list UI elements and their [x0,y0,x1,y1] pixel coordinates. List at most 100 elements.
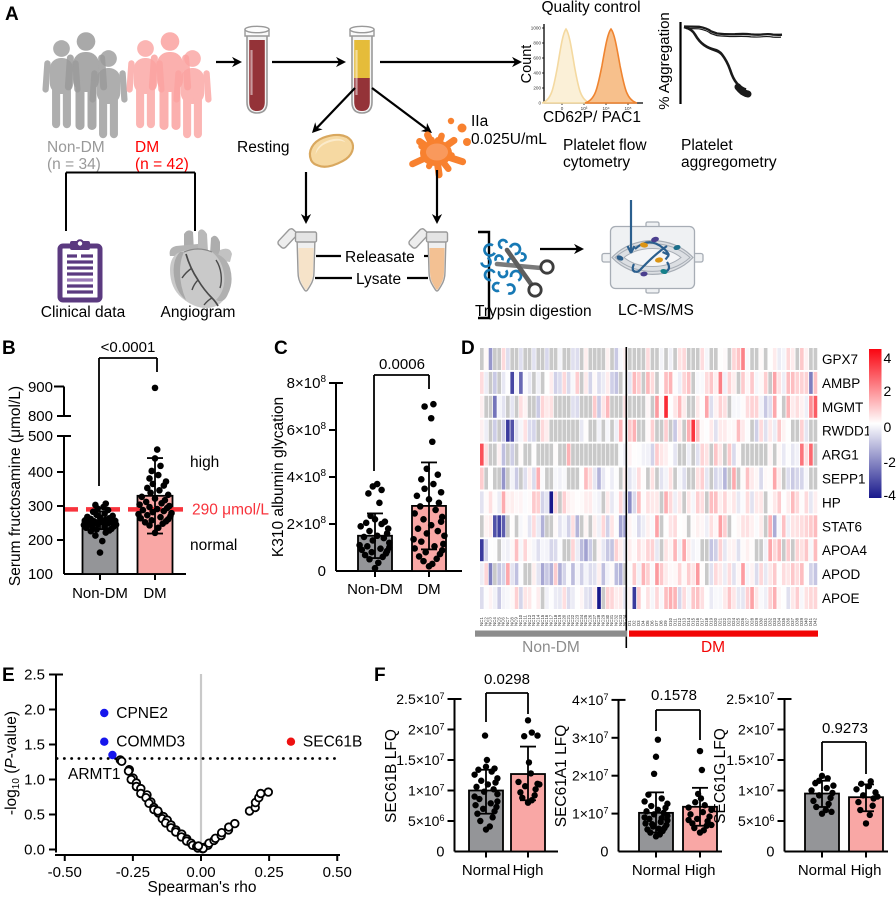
svg-text:D19: D19 [709,617,714,626]
svg-text:10⁴: 10⁴ [602,106,609,111]
svg-text:D32: D32 [767,617,772,626]
svg-text:D42: D42 [813,617,818,626]
svg-text:-4: -4 [884,487,896,503]
svg-text:0.25: 0.25 [255,864,284,881]
svg-text:0.0006: 0.0006 [379,356,425,373]
svg-text:300: 300 [28,498,53,515]
svg-text:NC26: NC26 [588,614,593,626]
svg-text:NC22: NC22 [570,614,575,626]
svg-text:5×106: 5×106 [738,813,775,829]
svg-text:D13: D13 [681,617,686,626]
svg-text:D18: D18 [704,617,709,626]
svg-text:SEC61B LFQ: SEC61B LFQ [383,729,400,823]
svg-text:0.9273: 0.9273 [822,720,868,737]
svg-text:Normal: Normal [798,862,846,879]
svg-text:D24: D24 [731,617,736,626]
svg-text:Platelet: Platelet [681,137,733,154]
svg-text:NC31: NC31 [609,614,614,626]
svg-text:D38: D38 [795,617,800,626]
svg-text:D4: D4 [641,620,646,626]
svg-text:NC13: NC13 [531,614,536,626]
svg-text:DM: DM [701,639,725,656]
svg-text:NC34: NC34 [622,614,627,626]
svg-text:Angiogram: Angiogram [161,304,236,321]
svg-text:DM: DM [135,139,159,156]
svg-text:D30: D30 [758,617,763,626]
svg-text:0: 0 [538,101,541,106]
svg-text:APOD: APOD [822,567,861,582]
svg-text:2×108: 2×108 [287,515,327,533]
svg-text:Spearman's rho: Spearman's rho [148,879,257,896]
svg-text:Clinical data: Clinical data [41,304,126,321]
svg-text:2.0: 2.0 [24,702,45,719]
svg-text:DM: DM [417,581,440,598]
svg-text:Normal: Normal [462,862,510,879]
svg-text:2.5×107: 2.5×107 [396,691,444,707]
svg-text:(n = 34): (n = 34) [47,156,101,173]
svg-text:800: 800 [533,41,541,46]
svg-text:APOA4: APOA4 [822,543,868,558]
svg-text:HP: HP [822,495,841,510]
svg-text:1.5×107: 1.5×107 [726,752,774,768]
svg-text:D35: D35 [781,617,786,626]
svg-text:NC33: NC33 [618,614,623,626]
svg-text:NC30: NC30 [605,614,610,626]
svg-text:0.00: 0.00 [186,864,215,881]
svg-text:0.1578: 0.1578 [651,687,697,704]
svg-text:D27: D27 [745,617,750,626]
svg-text:NC18: NC18 [553,614,558,626]
svg-text:ARG1: ARG1 [822,448,859,463]
svg-text:1.0: 1.0 [24,772,45,789]
svg-text:4×108: 4×108 [287,468,327,486]
svg-text:1.5: 1.5 [24,737,45,754]
svg-text:2×107: 2×107 [408,722,445,738]
svg-text:Non-DM: Non-DM [47,139,105,156]
svg-text:NC28: NC28 [596,614,601,626]
svg-text:normal: normal [190,537,237,554]
svg-text:D34: D34 [776,617,781,626]
svg-text:NC21: NC21 [566,614,571,626]
svg-text:NC8: NC8 [509,617,514,626]
svg-text:D10: D10 [668,617,673,626]
svg-text:Quality control: Quality control [541,0,640,16]
svg-text:0.025U/mL: 0.025U/mL [471,131,547,148]
svg-text:2×107: 2×107 [738,722,775,738]
svg-text:400: 400 [28,464,53,481]
svg-text:SEC61A1 LFQ: SEC61A1 LFQ [553,725,570,828]
svg-text:-0.25: -0.25 [116,864,150,881]
svg-text:10⁵: 10⁵ [624,106,631,111]
svg-text:D22: D22 [722,617,727,626]
svg-text:200: 200 [28,532,53,549]
svg-text:NC29: NC29 [601,614,606,626]
svg-text:cytometry: cytometry [563,154,630,171]
svg-text:NC17: NC17 [549,614,554,626]
svg-text:0: 0 [436,845,444,861]
svg-text:APOE: APOE [822,591,860,606]
svg-text:NC32: NC32 [614,614,619,626]
svg-text:6×108: 6×108 [287,421,327,439]
svg-text:Trypsin digestion: Trypsin digestion [475,303,592,320]
svg-text:Serum fructosamine (μmol/L): Serum fructosamine (μmol/L) [7,386,24,586]
svg-text:Platelet flow: Platelet flow [563,137,647,154]
svg-text:290 μmol/L: 290 μmol/L [192,501,269,518]
svg-text:Non-DM: Non-DM [347,581,403,598]
svg-text:NC10: NC10 [518,614,523,626]
svg-text:NC9: NC9 [514,617,519,626]
svg-text:D3: D3 [636,620,641,626]
svg-text:900: 900 [28,379,53,396]
svg-text:D40: D40 [804,617,809,626]
svg-text:D9: D9 [663,620,668,626]
svg-text:NC16: NC16 [544,614,549,626]
svg-text:D33: D33 [772,617,777,626]
svg-text:NC20: NC20 [562,614,567,626]
svg-text:0: 0 [318,563,326,580]
svg-text:D8: D8 [659,620,664,626]
svg-text:NC24: NC24 [579,614,584,626]
svg-text:1×107: 1×107 [738,783,775,799]
svg-text:NC6: NC6 [501,617,506,626]
svg-text:600: 600 [533,56,541,61]
svg-text:AMBP: AMBP [822,376,860,391]
svg-text:4: 4 [884,350,892,366]
svg-text:% Aggregation: % Aggregation [656,12,673,110]
svg-text:Count: Count [519,45,535,84]
